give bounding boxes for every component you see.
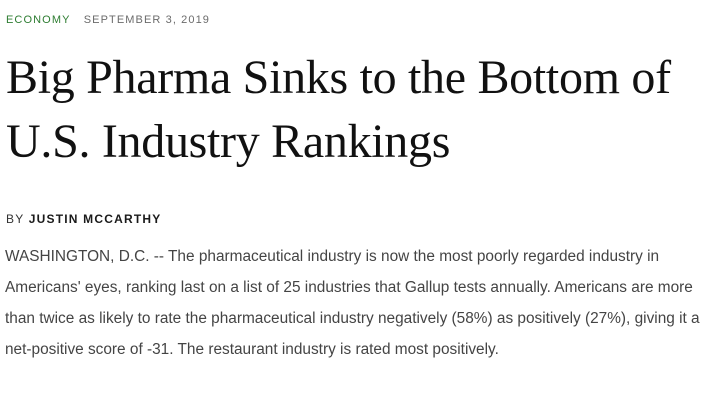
article-body: WASHINGTON, D.C. -- The pharmaceutical i… (5, 248, 700, 358)
article-headline: Big Pharma Sinks to the Bottom of U.S. I… (6, 51, 671, 168)
publish-date: SEPTEMBER 3, 2019 (83, 14, 211, 26)
byline: BY JUSTIN MCCARTHY (6, 212, 161, 226)
author-name[interactable]: JUSTIN MCCARTHY (28, 212, 162, 226)
category-link[interactable]: ECONOMY (6, 14, 71, 26)
byline-prefix: BY (6, 212, 25, 226)
article-meta: ECONOMY SEPTEMBER 3, 2019 (6, 14, 210, 26)
